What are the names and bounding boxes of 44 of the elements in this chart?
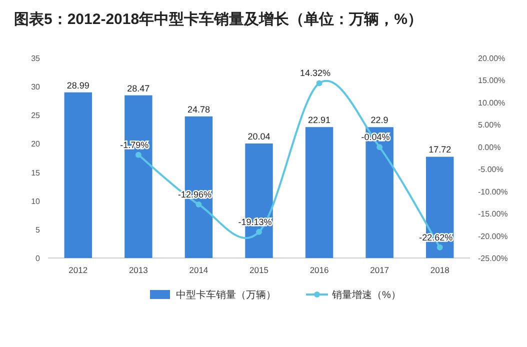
- y2-tick-label: -10.00%: [478, 187, 508, 196]
- y-tick-label: 25: [31, 111, 41, 120]
- y2-tick-label: 0.00%: [478, 142, 501, 152]
- y-tick-label: 5: [36, 225, 41, 234]
- point: [256, 228, 262, 235]
- legend-label: 中型卡车销量（万辆）: [176, 289, 276, 301]
- chart-title: 图表5：2012-2018年中型卡车销量及增长（单位：万辆，%）: [14, 10, 422, 28]
- y-tick-label: 30: [31, 82, 41, 92]
- y2-tick-label: 10.00%: [478, 98, 506, 108]
- y2-tick-label: 15.00%: [478, 76, 506, 86]
- x-tick-label: 2015: [250, 265, 269, 275]
- y2-tick-label: -20.00%: [478, 232, 508, 241]
- legend-label: 销量增速（%）: [331, 289, 401, 301]
- y-tick-label: 15: [31, 168, 41, 178]
- y-tick-label: 20: [31, 140, 41, 149]
- data-label: 22.91: [308, 115, 331, 126]
- y-tick-label: 0: [36, 254, 41, 263]
- data-label: 20.04: [248, 131, 270, 142]
- data-label: 28.47: [127, 83, 150, 94]
- data-label: 28.99: [66, 80, 90, 90]
- x-tick-label: 2012: [68, 265, 88, 275]
- x-tick-label: 2016: [310, 265, 330, 275]
- bar: [64, 92, 92, 258]
- y2-tick-label: 20.00%: [478, 54, 506, 63]
- y2-tick-label: 5.00%: [478, 120, 501, 130]
- x-tick-label: 2018: [430, 265, 450, 275]
- point: [135, 152, 142, 158]
- bar: [305, 127, 334, 258]
- x-tick-label: 2014: [189, 265, 208, 275]
- y-tick-label: 35: [31, 54, 41, 63]
- x-tick-label: 2013: [128, 265, 148, 275]
- point: [376, 144, 383, 150]
- y2-tick-label: -25.00%: [478, 254, 508, 263]
- point: [436, 244, 443, 250]
- y2-tick-label: -15.00%: [478, 210, 508, 219]
- point: [316, 80, 322, 86]
- data-label: 14.32%: [300, 68, 331, 78]
- x-tick-label: 2017: [370, 265, 390, 275]
- data-label: 24.78: [187, 104, 210, 114]
- y-tick-label: 10: [31, 196, 41, 206]
- y2-tick-label: -5.00%: [478, 165, 504, 174]
- point: [196, 201, 202, 208]
- data-label: 22.9: [370, 115, 388, 126]
- data-label: 17.72: [428, 144, 452, 155]
